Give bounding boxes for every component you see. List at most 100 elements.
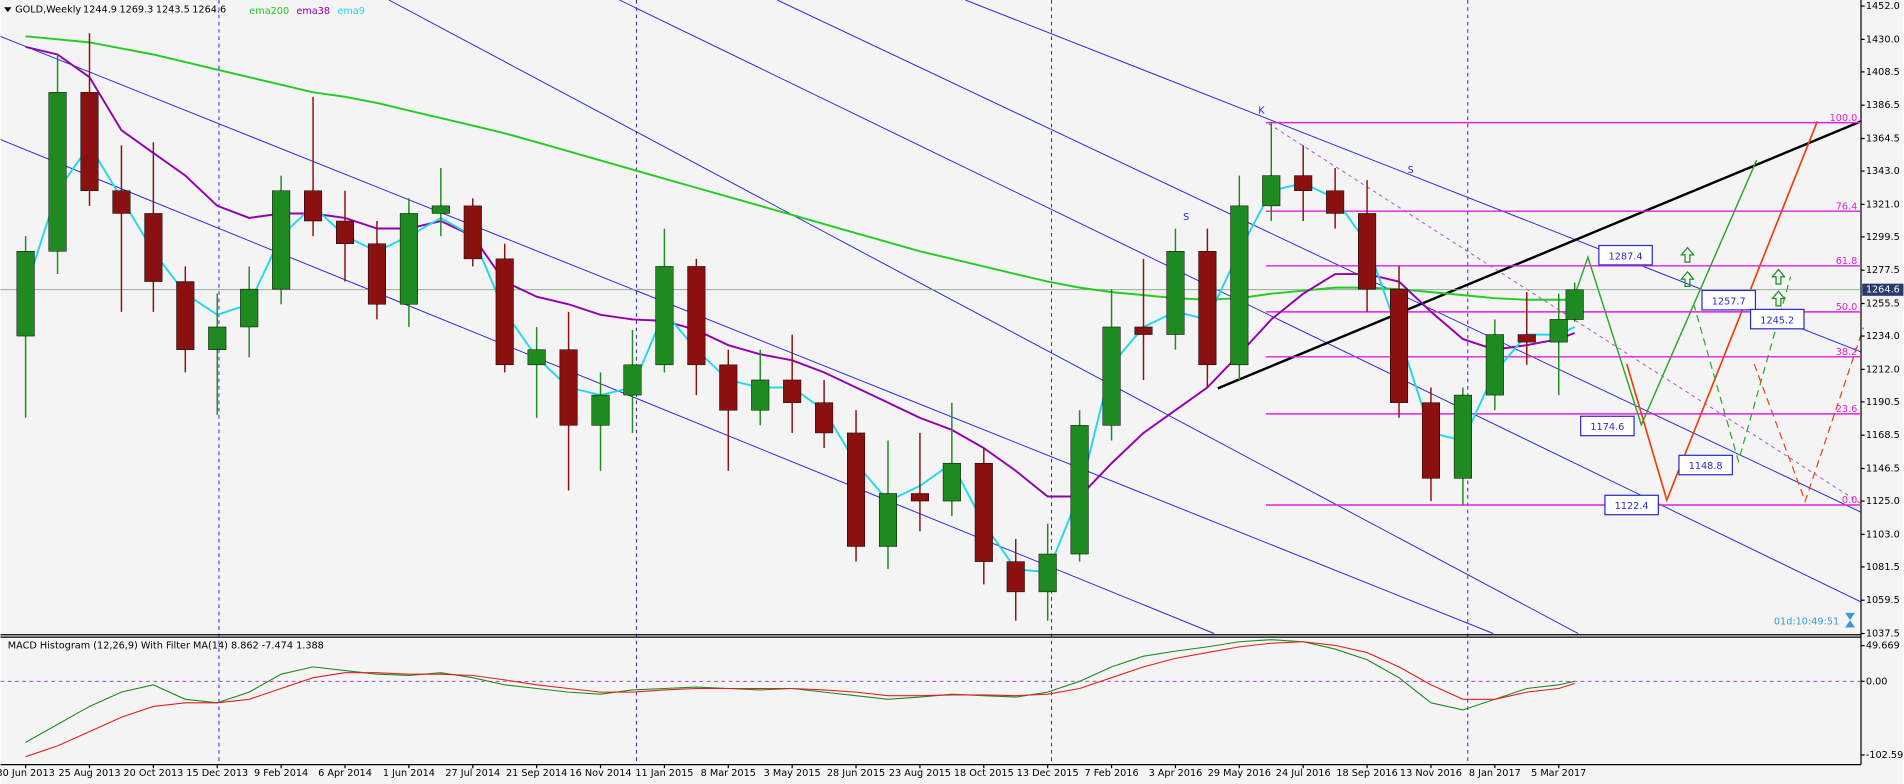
target-label: 1257.7: [1712, 296, 1746, 307]
y-tick-label: 1386.5: [1866, 100, 1900, 111]
x-tick-label: 21 Sep 2014: [506, 768, 567, 779]
x-tick-label: 3 Apr 2016: [1149, 768, 1203, 779]
target-box: [1701, 289, 1757, 311]
candle-body: [144, 213, 163, 282]
candle-body: [495, 258, 514, 366]
target-box: [1604, 494, 1659, 516]
projection: [1625, 121, 1819, 503]
y-tick-label: 1212.0: [1866, 364, 1900, 375]
candle-body: [1549, 319, 1568, 343]
price-marker: [1862, 283, 1904, 296]
fib-label: 100.0: [1830, 113, 1858, 124]
candle-body: [1565, 289, 1584, 320]
candle-body: [910, 493, 929, 502]
x-tick-label: 28 Jun 2015: [827, 768, 885, 779]
candle-body: [367, 243, 386, 305]
candle-body: [1453, 394, 1472, 479]
ohlc-open: 1244.9: [83, 5, 117, 16]
candle-body: [1262, 175, 1281, 207]
candle-body: [1230, 205, 1249, 366]
x-tick-label: 30 Jun 2013: [0, 768, 55, 779]
candle-body: [878, 493, 898, 547]
x-tick-label: 5 Mar 2017: [1531, 768, 1586, 779]
annotation: K: [1258, 105, 1265, 116]
candle-body: [112, 190, 131, 214]
x-tick-label: 25 Aug 2013: [58, 768, 120, 779]
channel-line: [388, 0, 1579, 634]
candle-body: [942, 462, 961, 502]
legend-entry: ema200: [249, 6, 289, 17]
y-tick-label: 1037.5: [1866, 629, 1900, 640]
y-tick-label: 49.669: [1866, 641, 1900, 652]
candle-body: [1038, 553, 1057, 593]
y-tick-label: 1190.5: [1866, 397, 1900, 408]
candle-body: [559, 349, 578, 426]
projection: [1569, 159, 1758, 427]
candle-body: [463, 205, 482, 260]
x-tick-label: 8 Jan 2017: [1469, 768, 1521, 779]
x-tick-label: 29 May 2016: [1208, 768, 1271, 779]
candle-body: [847, 432, 866, 547]
macd-line: [25, 639, 1575, 743]
x-tick-label: 18 Oct 2015: [954, 768, 1014, 779]
channel-line: [0, 35, 1494, 634]
candle-body: [1006, 561, 1025, 593]
candle-body: [176, 281, 195, 350]
candle-body: [80, 92, 99, 191]
up-arrow: [1680, 246, 1695, 263]
x-tick-label: 13 Dec 2015: [1017, 768, 1079, 779]
y-tick-label: 0.00: [1866, 676, 1888, 687]
candle-body: [431, 205, 450, 214]
channel-line: [0, 139, 1215, 634]
annotation: S: [1183, 212, 1189, 223]
fib-label: 23.6: [1836, 404, 1858, 415]
ema-line: [25, 35, 1575, 301]
candle-body: [1517, 334, 1536, 343]
y-tick-label: 1234.0: [1866, 331, 1900, 342]
x-tick-label: 27 Jul 2014: [445, 768, 500, 779]
x-tick-label: 15 Dec 2013: [186, 768, 248, 779]
target-label: 1122.4: [1615, 501, 1649, 512]
candle-body: [719, 364, 738, 411]
fib-label: 61.8: [1836, 256, 1858, 267]
candle-body: [1070, 425, 1089, 555]
y-tick-label: 1125.0: [1866, 496, 1900, 507]
candle-body: [1485, 334, 1504, 396]
candle-body: [1102, 326, 1121, 426]
candle-body: [208, 326, 227, 350]
hourglass-icon: [1845, 612, 1855, 628]
target-label: 1174.6: [1590, 422, 1624, 433]
y-tick-label: 1364.5: [1866, 134, 1900, 145]
fib-label: 38.2: [1836, 347, 1858, 358]
candle-body: [399, 213, 418, 305]
ohlc-low: 1243.5: [156, 5, 190, 16]
macd-title: MACD Histogram (12,26,9) With Filter MA(…: [8, 641, 324, 652]
candle-body: [272, 190, 291, 290]
candle-body: [527, 349, 546, 366]
candle-body: [1294, 175, 1313, 191]
candle-body: [16, 251, 35, 337]
menu-triangle: [4, 7, 12, 13]
candle-body: [335, 220, 355, 244]
candle-body: [751, 379, 770, 411]
candle-body: [1389, 288, 1409, 403]
x-tick-label: 23 Aug 2015: [889, 768, 951, 779]
symbol: GOLD,Weekly: [15, 5, 81, 16]
up-arrow: [1771, 290, 1786, 307]
target-label: 1287.4: [1609, 251, 1643, 262]
legend-entry: ema9: [337, 6, 364, 17]
candle-body: [1326, 190, 1345, 214]
up-arrow: [1771, 268, 1786, 285]
x-tick-label: 6 Apr 2014: [318, 768, 372, 779]
annotation: S: [1408, 165, 1414, 176]
price-marker-label: 1264.6: [1866, 285, 1900, 296]
y-tick-label: 1430.0: [1866, 34, 1900, 45]
candle-body: [1358, 213, 1377, 290]
ohlc-close: 1264.6: [192, 5, 226, 16]
ohlc-high: 1269.3: [119, 5, 153, 16]
bar-timer: 01d:10:49:51: [1774, 616, 1839, 627]
x-tick-label: 8 Mar 2015: [701, 768, 756, 779]
candle-body: [48, 92, 67, 252]
